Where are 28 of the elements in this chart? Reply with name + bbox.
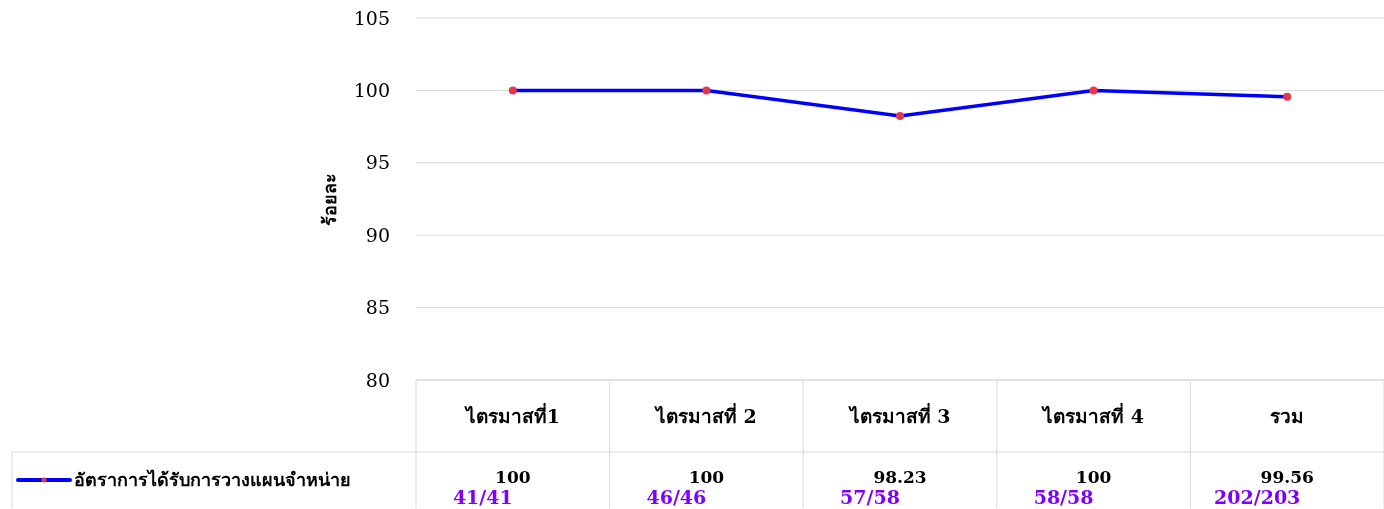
x-tick-label: ไตรมาสที่ 4: [1041, 402, 1145, 427]
data-label: 100: [495, 466, 531, 487]
text: 46/46: [646, 485, 707, 508]
point: [508, 86, 517, 95]
y-tick-label: 105: [353, 6, 390, 29]
y-tick-label: 90: [365, 223, 390, 246]
data-label: 98.23: [873, 466, 927, 487]
point: [1089, 86, 1098, 95]
data-label: 99.56: [1260, 466, 1314, 487]
y-axis-title: ร้อยละ: [319, 172, 340, 226]
x-tick-label: ไตรมาสที่1: [463, 402, 560, 427]
text: 57/58: [840, 485, 900, 508]
x-tick-label: ไตรมาสที่ 3: [847, 402, 951, 427]
point: [1283, 92, 1292, 101]
data-label: 100: [1075, 466, 1112, 487]
point: [702, 86, 711, 95]
x-tick-label: ไตรมาสที่ 2: [653, 402, 757, 427]
point: [896, 112, 904, 121]
data-label: 100: [688, 466, 725, 487]
legend-label: อัตราการได้รับการวางแผนจำหน่าย: [74, 469, 351, 491]
y-tick-label: 85: [365, 296, 390, 319]
y-tick-label: 95: [365, 151, 390, 174]
y-tick-label: 80: [365, 368, 390, 391]
text: 202/203: [1214, 485, 1301, 508]
text: 58/58: [1033, 485, 1094, 508]
x-tick-label: รวม: [1270, 404, 1305, 427]
y-tick-label: 100: [353, 79, 390, 102]
text: 41/41: [452, 485, 513, 508]
